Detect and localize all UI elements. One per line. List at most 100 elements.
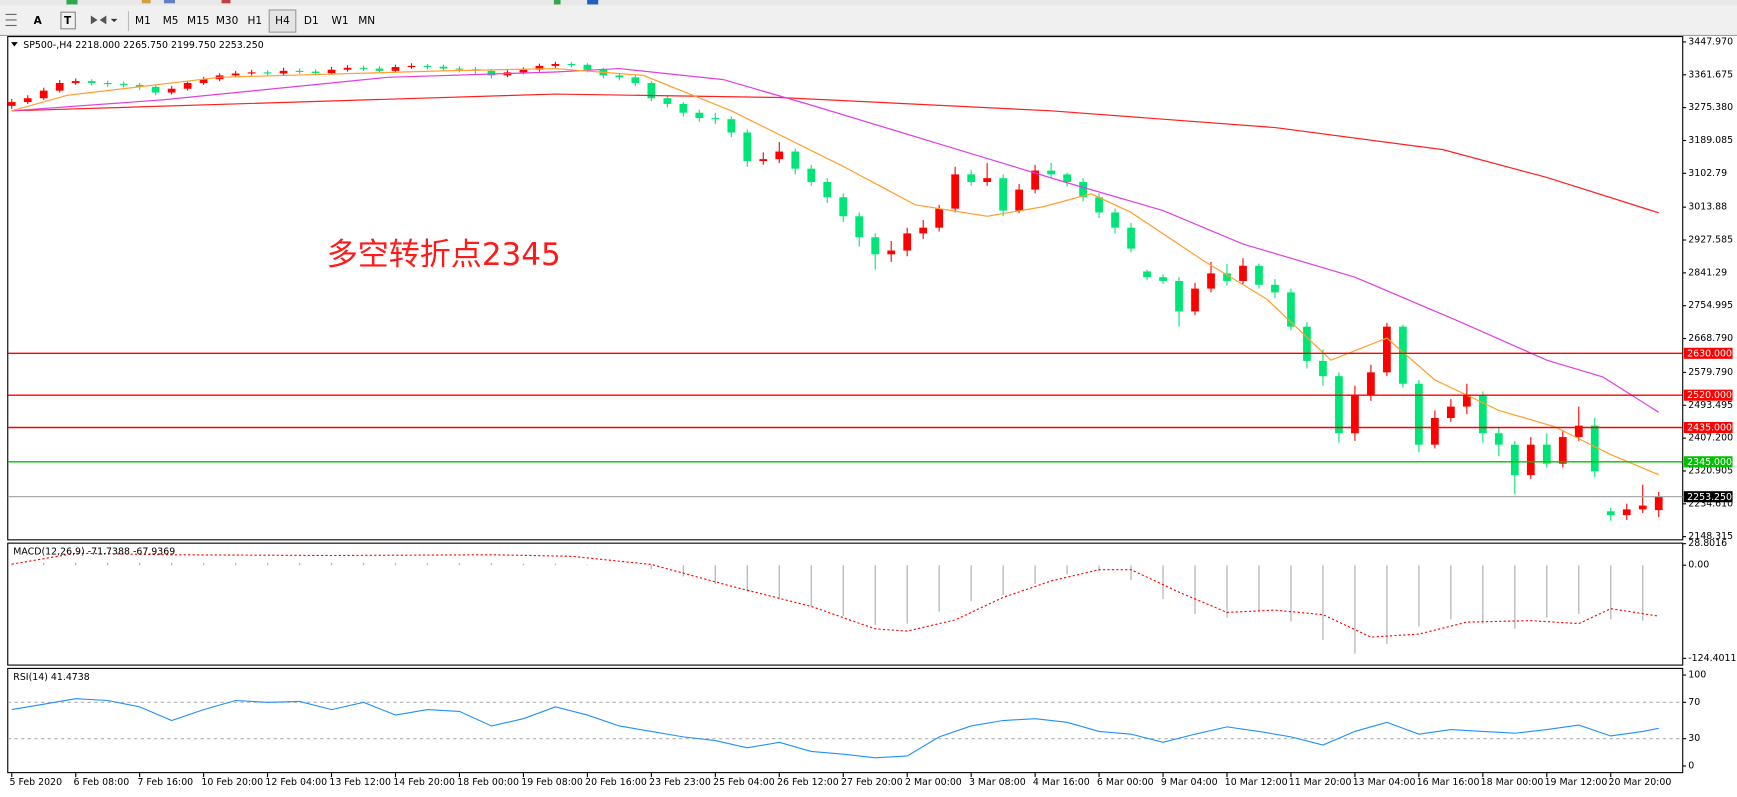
level-label-box bbox=[1683, 491, 1733, 503]
candle-body bbox=[439, 66, 448, 69]
y-tick-label: 2234.610 bbox=[1688, 498, 1733, 509]
candle-body bbox=[1031, 170, 1039, 190]
candle-body bbox=[55, 83, 64, 91]
panel-line bbox=[7, 698, 1683, 759]
level-label: 2520.000 bbox=[1687, 390, 1732, 401]
icon bbox=[110, 18, 118, 23]
candle-body bbox=[1367, 372, 1375, 396]
timeframe-button[interactable]: M30 bbox=[216, 15, 238, 27]
x-tick-label: 27 Feb 20:00 bbox=[841, 777, 903, 788]
candle-body bbox=[631, 77, 640, 84]
y-tick-label: 0 bbox=[1688, 760, 1694, 771]
y-tick-label: 3013.88 bbox=[1688, 202, 1727, 213]
panel-candlestick bbox=[7, 61, 1683, 521]
timeframe-button[interactable]: D1 bbox=[304, 15, 319, 27]
candle-body bbox=[183, 83, 192, 89]
candle-body bbox=[1383, 326, 1391, 373]
candle-body bbox=[103, 83, 112, 85]
tool[interactable]: T bbox=[64, 15, 72, 27]
candle-body bbox=[535, 65, 544, 70]
y-tick-label: 2493.495 bbox=[1688, 400, 1733, 411]
x-tick-label: 13 Feb 12:00 bbox=[329, 777, 391, 788]
panel-macd bbox=[11, 552, 1659, 654]
candle-body bbox=[1047, 170, 1055, 175]
candle-body bbox=[807, 168, 816, 182]
candle-body bbox=[1287, 292, 1295, 327]
candle-body bbox=[1127, 227, 1135, 249]
candle-body bbox=[759, 159, 768, 162]
candle-body bbox=[1015, 189, 1024, 211]
level-label-box bbox=[1683, 389, 1733, 401]
timeframe-button[interactable]: MN bbox=[358, 15, 375, 27]
x-tick-label: 19 Feb 08:00 bbox=[521, 777, 583, 788]
tool[interactable]: A bbox=[34, 15, 43, 27]
macd-signal bbox=[11, 552, 1659, 638]
timeframe-button[interactable]: M5 bbox=[163, 15, 179, 27]
icon bbox=[221, 0, 231, 4]
candle-body bbox=[71, 81, 80, 84]
timeframes: M1 M5 M15 M30 H1 H4 D1 W1 MN bbox=[135, 9, 375, 33]
candle-body bbox=[327, 69, 336, 74]
y-tick-label: 2668.790 bbox=[1688, 333, 1733, 344]
x-tick-label: 5 Feb 2020 bbox=[10, 777, 63, 788]
candle-body bbox=[135, 84, 144, 87]
y-tick-label: 2841.29 bbox=[1688, 267, 1727, 278]
candle-body bbox=[1095, 197, 1103, 213]
y-tick-label: 3189.085 bbox=[1688, 135, 1733, 146]
x-tick-label: 25 Feb 04:00 bbox=[713, 777, 775, 788]
x-tick-label: 18 Feb 00:00 bbox=[457, 777, 519, 788]
candle-body bbox=[263, 72, 272, 74]
x-tick-label: 13 Mar 04:00 bbox=[1353, 777, 1416, 788]
y-tick-label: 3361.675 bbox=[1688, 69, 1733, 80]
icon bbox=[553, 0, 561, 5]
candle-body bbox=[87, 81, 96, 84]
panel-title: RSI(14) 41.4738 bbox=[13, 672, 89, 683]
macd-panel bbox=[7, 542, 1684, 666]
level-label: 2253.250 bbox=[1687, 492, 1732, 503]
timeframe-button[interactable]: H1 bbox=[247, 15, 262, 27]
candle-body bbox=[1606, 511, 1615, 516]
candle-body bbox=[151, 86, 160, 93]
candle-body bbox=[1079, 181, 1087, 198]
icon bbox=[141, 0, 151, 4]
x-tick-label: 20 Feb 16:00 bbox=[585, 777, 647, 788]
candle-body bbox=[487, 70, 496, 76]
candle-body bbox=[343, 67, 352, 70]
candle-body bbox=[1542, 444, 1551, 464]
candle-body bbox=[615, 75, 624, 78]
timeframe-button[interactable]: M1 bbox=[135, 15, 151, 27]
candle-body bbox=[279, 70, 288, 74]
candle-body bbox=[887, 250, 896, 255]
timeframe-button[interactable]: H4 bbox=[275, 15, 290, 27]
x-tick-label: 18 Mar 00:00 bbox=[1481, 777, 1544, 788]
candle-body bbox=[23, 98, 32, 103]
y-tick-label: 2320.905 bbox=[1688, 465, 1733, 476]
y-tick-label: 2148.315 bbox=[1688, 531, 1733, 542]
candle-body bbox=[1239, 265, 1247, 281]
candle-body bbox=[423, 65, 432, 68]
candle-body bbox=[311, 71, 320, 74]
chart-frame bbox=[7, 36, 1684, 774]
candle-body bbox=[551, 63, 560, 66]
candle-body bbox=[1462, 395, 1471, 407]
symbol-menu[interactable] bbox=[11, 42, 18, 47]
level-label: 2345.000 bbox=[1687, 457, 1732, 468]
icon bbox=[163, 0, 176, 4]
panel-title: MACD(12,26,9) -71.7388 -67.9369 bbox=[13, 547, 175, 558]
timeframe-button[interactable]: M15 bbox=[187, 15, 209, 27]
y-tick-label: 3275.380 bbox=[1688, 102, 1733, 113]
candle-body bbox=[727, 119, 736, 133]
y-tick-label: 2407.200 bbox=[1688, 433, 1733, 444]
timeframe-button[interactable]: W1 bbox=[332, 15, 349, 27]
icon bbox=[90, 15, 107, 25]
candle-body bbox=[1526, 444, 1535, 476]
candle-body bbox=[1590, 425, 1599, 472]
candle-body bbox=[1399, 326, 1407, 384]
x-tick-label: 6 Mar 00:00 bbox=[1097, 777, 1154, 788]
candle-body bbox=[519, 69, 528, 73]
candle-body bbox=[1207, 273, 1215, 289]
candle-body bbox=[935, 208, 944, 228]
